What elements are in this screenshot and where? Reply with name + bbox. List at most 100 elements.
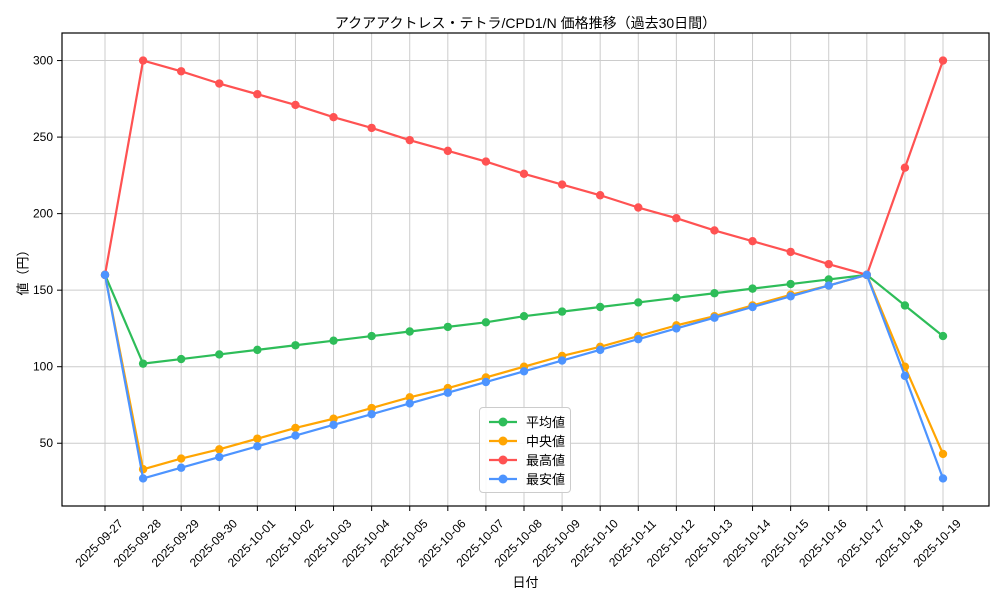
series-point-max <box>138 56 148 65</box>
series-point-max <box>672 214 681 223</box>
series-point-min <box>595 345 605 355</box>
series-point-min <box>634 334 643 344</box>
series-point-mean <box>481 318 491 327</box>
series-point-mean <box>786 279 795 289</box>
legend-label-min: 最安値 <box>526 472 566 487</box>
legend-marker-dot <box>498 417 508 426</box>
series-point-max <box>710 226 719 235</box>
legend-label-median: 中央値 <box>526 434 566 449</box>
y-tick-label: 100 <box>33 360 53 374</box>
series-point-min <box>900 371 910 381</box>
series-point-min <box>786 292 795 301</box>
series-point-median <box>367 403 376 413</box>
series-point-max <box>405 135 414 145</box>
series-point-min <box>405 399 414 408</box>
series-point-max <box>176 67 186 76</box>
series-point-max <box>824 259 833 269</box>
legend-item-min: 最安値 <box>488 469 566 488</box>
series-point-mean <box>519 311 529 321</box>
series-point-mean <box>557 307 567 316</box>
series-point-max <box>215 79 224 88</box>
series-point-min <box>519 367 529 376</box>
series-point-max <box>519 169 529 179</box>
series-point-median <box>176 454 186 463</box>
series-point-mean <box>367 331 376 341</box>
series-point-min <box>748 302 757 312</box>
series-point-min <box>329 420 338 430</box>
legend-marker-dot <box>498 436 508 445</box>
series-point-min <box>253 442 262 451</box>
legend-marker-dot <box>498 455 508 464</box>
series-point-max <box>634 203 643 212</box>
series-point-mean <box>748 284 757 293</box>
series-point-median <box>329 414 338 423</box>
series-point-min <box>481 377 491 387</box>
series-point-mean <box>329 336 338 345</box>
series-point-mean <box>634 298 643 307</box>
series-point-min <box>824 281 833 290</box>
series-point-median <box>405 393 414 402</box>
legend-item-max: 最高値 <box>488 450 566 469</box>
series-point-max <box>443 146 453 156</box>
series-point-mean <box>443 322 453 332</box>
series-point-max <box>291 100 300 110</box>
series-point-max <box>329 112 338 122</box>
legend-marker-mean <box>489 417 517 426</box>
series-point-min <box>100 270 110 280</box>
series-point-mean <box>405 327 414 336</box>
chart-title: アクアアクトレス・テトラ/CPD1/N 価格推移（過去30日間） <box>334 15 717 31</box>
series-point-min <box>291 431 300 440</box>
series-point-min <box>138 474 148 483</box>
series-point-max <box>595 191 605 200</box>
legend-marker-min <box>489 474 517 483</box>
legend-label-max: 最高値 <box>526 453 566 468</box>
y-tick-label: 300 <box>33 54 53 68</box>
x-axis-label: 日付 <box>512 575 539 590</box>
series-point-median <box>215 445 224 454</box>
axes-spine <box>61 32 990 507</box>
series-point-median <box>253 434 262 443</box>
series-point-min <box>367 409 376 419</box>
series-point-min <box>176 463 186 472</box>
series-point-mean <box>253 345 262 355</box>
y-axis-label: 値（円） <box>15 243 31 296</box>
legend-marker-median <box>489 436 517 445</box>
series-point-mean <box>900 301 910 310</box>
series-point-mean <box>138 359 148 368</box>
legend-item-median: 中央値 <box>488 431 566 450</box>
series-point-mean <box>595 302 605 312</box>
series-point-mean <box>938 331 948 341</box>
series-point-mean <box>710 289 719 298</box>
series-point-max <box>481 157 491 166</box>
y-axis-label-wrap: 値（円） <box>0 33 44 506</box>
y-tick-label: 50 <box>40 436 54 450</box>
y-tick-label: 200 <box>33 207 53 221</box>
legend-marker-dot <box>498 474 508 483</box>
series-point-min <box>672 324 681 333</box>
series-point-median <box>938 449 948 459</box>
series-point-max <box>938 56 948 65</box>
y-tick-label: 150 <box>33 283 53 297</box>
series-point-max <box>367 123 376 133</box>
legend-label-mean: 平均値 <box>526 415 566 430</box>
series-point-min <box>938 474 948 483</box>
series-point-max <box>253 90 262 99</box>
series-point-mean <box>672 293 681 303</box>
series-point-min <box>557 356 567 365</box>
series-point-max <box>900 163 910 172</box>
series-point-max <box>557 180 567 189</box>
series-point-mean <box>215 350 224 359</box>
series-point-mean <box>291 341 300 350</box>
series-point-max <box>786 247 795 257</box>
series-point-min <box>862 270 872 280</box>
legend: 平均値中央値最高値最安値 <box>479 407 571 493</box>
series-point-min <box>215 452 224 462</box>
series-point-min <box>443 388 453 397</box>
series-point-min <box>710 313 719 322</box>
y-tick-label: 250 <box>33 130 53 144</box>
legend-marker-max <box>489 455 517 464</box>
series-point-median <box>291 423 300 433</box>
series-point-max <box>748 236 757 246</box>
